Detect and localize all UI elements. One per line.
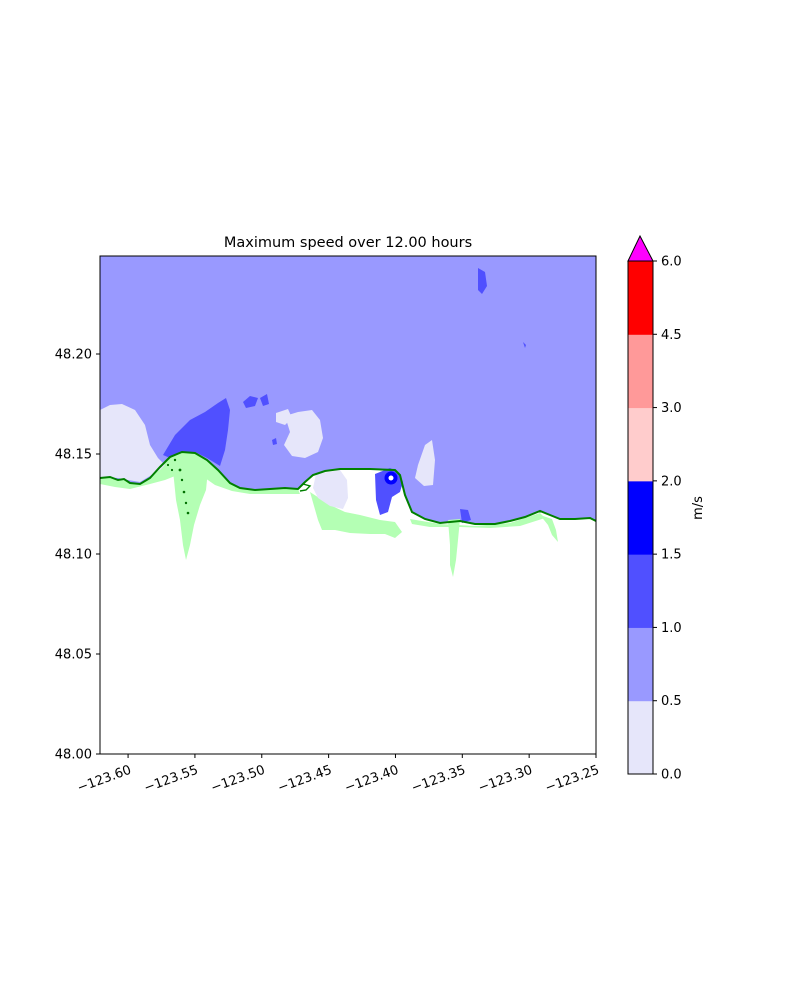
colorbar-band bbox=[628, 554, 653, 628]
y-tick-label: 48.00 bbox=[55, 748, 92, 763]
colorbar: 0.0 0.5 1.0 1.5 2.0 3.0 4.5 6.0 m/s bbox=[627, 234, 706, 783]
y-tick-label: 48.20 bbox=[55, 348, 92, 363]
chart-title: Maximum speed over 12.00 hours bbox=[224, 235, 472, 251]
y-tick-label: 48.15 bbox=[55, 448, 92, 463]
shoreline bbox=[100, 450, 596, 525]
colorbar-frame bbox=[627, 260, 654, 775]
x-tick-label: −123.30 bbox=[476, 763, 534, 796]
x-tick-label: −123.55 bbox=[142, 763, 200, 796]
colorbar-band bbox=[628, 261, 653, 335]
colorbar-tick-label: 2.0 bbox=[661, 474, 682, 489]
map-area bbox=[99, 255, 597, 755]
x-tick-label: −123.25 bbox=[543, 763, 601, 796]
x-tick-label: −123.35 bbox=[410, 763, 468, 796]
colorbar-band bbox=[628, 627, 653, 702]
y-tick-label: 48.05 bbox=[55, 648, 92, 663]
river-channel bbox=[166, 458, 190, 515]
colorbar-label: m/s bbox=[691, 496, 706, 520]
colorbar-extend-arrow bbox=[627, 234, 654, 262]
colorbar-tick-label: 4.5 bbox=[661, 328, 682, 343]
y-tick-label: 48.10 bbox=[55, 548, 92, 563]
colorbar-tick-label: 6.0 bbox=[661, 255, 682, 270]
colorbar-tick-label: 1.5 bbox=[661, 548, 682, 563]
colorbar-tick-label: 0.0 bbox=[661, 768, 682, 783]
colorbar-band bbox=[628, 407, 653, 482]
inundated-land bbox=[100, 452, 558, 577]
spit-shoreline bbox=[297, 483, 312, 492]
plot-frame bbox=[99, 255, 597, 755]
water-speed-1.5-2.0 bbox=[384, 471, 398, 485]
x-tick-label: −123.40 bbox=[343, 763, 401, 796]
colorbar-band bbox=[628, 700, 653, 775]
colorbar-tick-label: 3.0 bbox=[661, 401, 682, 416]
dry-land bbox=[100, 452, 596, 754]
y-axis: 48.00 48.05 48.10 48.15 48.20 bbox=[55, 348, 100, 763]
colorbar-band bbox=[628, 334, 653, 409]
colorbar-tick-label: 0.5 bbox=[661, 694, 682, 709]
x-tick-label: −123.45 bbox=[276, 763, 334, 796]
x-axis: −123.60 −123.55 −123.50 −123.45 −123.40 −123.… bbox=[75, 754, 601, 796]
colorbar-tick-label: 1.0 bbox=[661, 621, 682, 636]
x-tick-label: −123.50 bbox=[209, 763, 267, 796]
x-tick-label: −123.60 bbox=[75, 763, 133, 796]
colorbar-band bbox=[628, 480, 653, 555]
